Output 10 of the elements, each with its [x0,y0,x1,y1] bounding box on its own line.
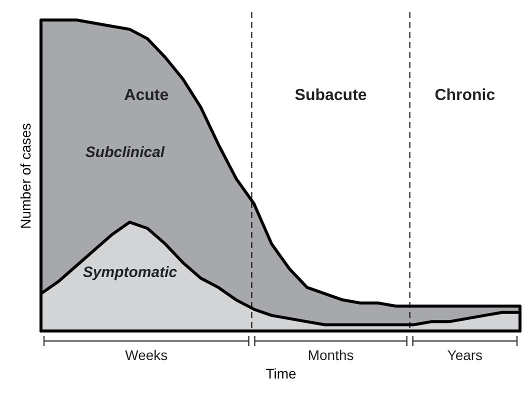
text: Months [308,347,354,363]
text: Years [447,347,483,363]
annotation: Chronic [434,87,496,104]
series-label: Symptomatic [82,264,178,281]
annotation: Acute [124,87,169,104]
annotation: Subacute [294,87,367,104]
x-axis-title: Time [266,366,297,382]
series-label: Subclinical [85,144,166,161]
y-axis-title: Number of cases [18,123,34,229]
text: Weeks [125,347,168,363]
